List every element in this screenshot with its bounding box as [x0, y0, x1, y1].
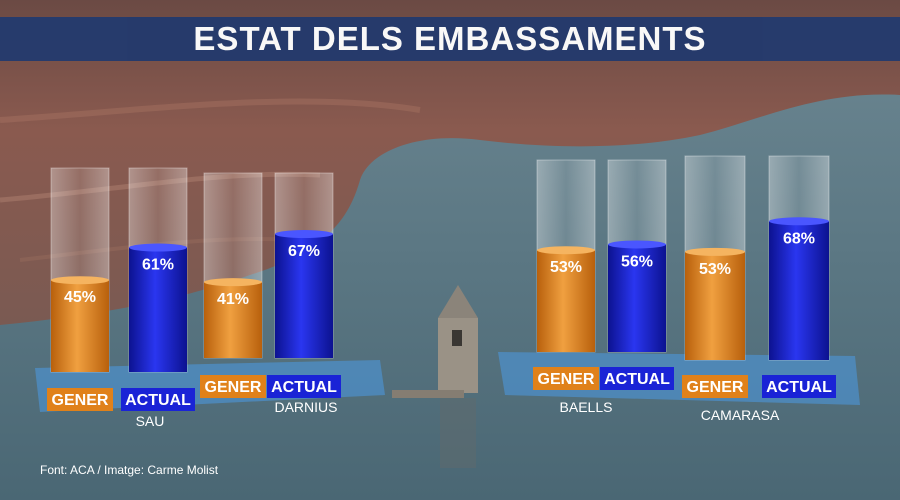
series-box-sau-actual [121, 388, 195, 411]
series-box-camarasa-gener [682, 375, 748, 398]
category-label-baells: BAELLS [560, 399, 613, 415]
series-box-darnius-gener [200, 375, 266, 398]
series-box-baells-gener [533, 367, 599, 390]
series-box-baells-actual [600, 367, 674, 390]
bar-top-darnius-gener [204, 278, 262, 287]
chart-title: ESTAT DELS EMBASSAMENTS [193, 20, 707, 57]
bar-baells-gener [537, 250, 595, 352]
bar-sau-actual [129, 247, 187, 372]
bar-top-sau-gener [51, 276, 109, 285]
bar-sau-gener [51, 280, 109, 372]
bar-top-camarasa-gener [685, 247, 745, 256]
value-label-baells-actual: 56% [621, 253, 653, 270]
value-label-sau-actual: 61% [142, 257, 174, 274]
bar-camarasa-actual [769, 221, 829, 360]
value-label-darnius-actual: 67% [288, 243, 320, 260]
series-label-sau-gener: GENER [52, 392, 109, 409]
series-label-darnius-gener: GENER [205, 379, 262, 396]
series-label-baells-gener: GENER [538, 371, 595, 388]
series-box-camarasa-actual [762, 375, 836, 398]
series-box-sau-gener [47, 388, 113, 411]
value-label-camarasa-gener: 53% [699, 261, 731, 278]
bar-camarasa-gener [685, 251, 745, 360]
value-label-baells-gener: 53% [550, 259, 582, 276]
bar-darnius-actual [275, 234, 333, 358]
bar-top-baells-actual [608, 240, 666, 249]
value-label-sau-gener: 45% [64, 289, 96, 306]
bar-top-sau-actual [129, 243, 187, 252]
bar-top-camarasa-actual [769, 217, 829, 226]
series-label-sau-actual: ACTUAL [125, 392, 191, 409]
series-label-baells-actual: ACTUAL [604, 371, 670, 388]
series-label-camarasa-gener: GENER [687, 379, 744, 396]
series-label-camarasa-actual: ACTUAL [766, 379, 832, 396]
title-bar: ESTAT DELS EMBASSAMENTS [0, 17, 900, 61]
bar-top-baells-gener [537, 246, 595, 255]
bar-top-darnius-actual [275, 230, 333, 239]
series-box-darnius-actual [267, 375, 341, 398]
credit-text: Font: ACA / Imatge: Carme Molist [40, 463, 219, 477]
category-label-sau: SAU [136, 413, 165, 429]
category-label-darnius: DARNIUS [274, 399, 337, 415]
bar-darnius-gener [204, 282, 262, 358]
church-tower-image [392, 285, 478, 468]
value-label-darnius-gener: 41% [217, 291, 249, 308]
value-label-camarasa-actual: 68% [783, 230, 815, 247]
category-label-camarasa: CAMARASA [701, 407, 780, 423]
series-label-darnius-actual: ACTUAL [271, 379, 337, 396]
bar-baells-actual [608, 244, 666, 352]
